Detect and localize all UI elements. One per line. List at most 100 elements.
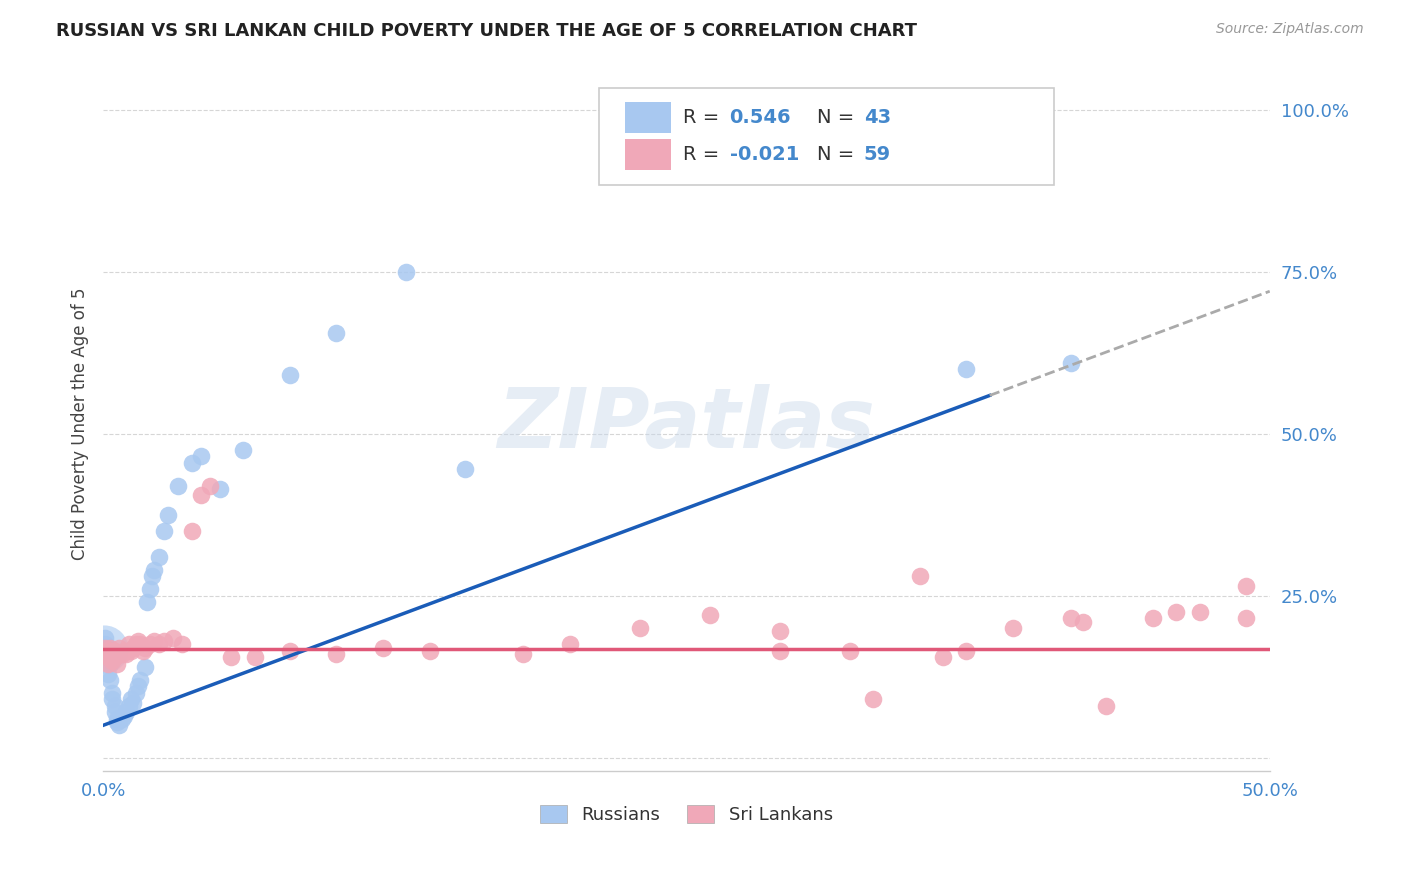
Point xyxy=(134,660,156,674)
Point xyxy=(139,637,162,651)
Point xyxy=(908,569,931,583)
Text: N =: N = xyxy=(817,108,860,128)
Point xyxy=(120,692,142,706)
Point xyxy=(134,640,156,655)
Point xyxy=(419,644,441,658)
Point xyxy=(94,631,117,645)
Point xyxy=(127,634,149,648)
Text: 59: 59 xyxy=(863,145,891,164)
Point xyxy=(97,650,120,665)
Point xyxy=(105,715,128,730)
Point xyxy=(232,442,254,457)
Point xyxy=(862,692,884,706)
FancyBboxPatch shape xyxy=(624,139,671,169)
Text: R =: R = xyxy=(683,108,725,128)
Point xyxy=(125,637,148,651)
Text: RUSSIAN VS SRI LANKAN CHILD POVERTY UNDER THE AGE OF 5 CORRELATION CHART: RUSSIAN VS SRI LANKAN CHILD POVERTY UNDE… xyxy=(56,22,917,40)
Point xyxy=(132,644,155,658)
Text: ZIPatlas: ZIPatlas xyxy=(498,384,876,465)
Point xyxy=(180,524,202,538)
Point xyxy=(97,657,120,671)
Point xyxy=(148,637,170,651)
Point xyxy=(143,563,166,577)
Point xyxy=(699,608,721,623)
Point xyxy=(1188,605,1211,619)
Point xyxy=(180,456,202,470)
Point xyxy=(97,654,120,668)
Point xyxy=(190,488,212,502)
Text: N =: N = xyxy=(817,145,860,164)
Point xyxy=(628,621,651,635)
Point xyxy=(141,569,163,583)
Point xyxy=(112,644,135,658)
Point xyxy=(558,637,581,651)
Point xyxy=(129,637,152,651)
Point xyxy=(1166,605,1188,619)
Point xyxy=(108,718,131,732)
Point xyxy=(1234,611,1257,625)
Point xyxy=(1060,355,1083,369)
Text: 43: 43 xyxy=(863,108,891,128)
Point xyxy=(152,524,174,538)
Point xyxy=(221,650,243,665)
Point xyxy=(120,644,142,658)
Point xyxy=(111,647,134,661)
Point xyxy=(512,647,534,661)
Point xyxy=(955,362,977,376)
Point xyxy=(148,549,170,564)
Point xyxy=(162,631,184,645)
Point xyxy=(955,644,977,658)
Point xyxy=(115,647,138,661)
Point xyxy=(769,624,792,639)
Point xyxy=(838,644,860,658)
Point xyxy=(101,692,124,706)
Point xyxy=(325,647,347,661)
Point xyxy=(157,508,180,522)
Point xyxy=(105,647,128,661)
Point xyxy=(122,640,145,655)
Point xyxy=(1234,579,1257,593)
Point xyxy=(101,654,124,668)
Point xyxy=(152,634,174,648)
FancyBboxPatch shape xyxy=(599,87,1054,185)
Y-axis label: Child Poverty Under the Age of 5: Child Poverty Under the Age of 5 xyxy=(72,288,89,560)
Point xyxy=(108,640,131,655)
Point xyxy=(94,640,117,655)
Point xyxy=(104,706,127,720)
Point xyxy=(200,478,222,492)
Point xyxy=(97,666,120,681)
Point xyxy=(94,650,117,665)
Point xyxy=(1060,611,1083,625)
Text: 0.546: 0.546 xyxy=(730,108,792,128)
Point xyxy=(136,595,159,609)
Point xyxy=(104,644,127,658)
Text: R =: R = xyxy=(683,145,725,164)
Text: Source: ZipAtlas.com: Source: ZipAtlas.com xyxy=(1216,22,1364,37)
Point xyxy=(1095,698,1118,713)
Legend: Russians, Sri Lankans: Russians, Sri Lankans xyxy=(540,805,832,824)
Point xyxy=(105,712,128,726)
Point xyxy=(325,326,347,341)
Point xyxy=(111,712,134,726)
Point xyxy=(98,657,121,671)
Point xyxy=(98,640,121,655)
Point xyxy=(139,582,162,597)
Point xyxy=(118,637,141,651)
Point xyxy=(208,482,231,496)
Point xyxy=(243,650,266,665)
Point xyxy=(454,462,477,476)
Point xyxy=(93,641,115,656)
Point xyxy=(371,640,394,655)
Point xyxy=(105,657,128,671)
Point xyxy=(94,647,117,661)
Point xyxy=(769,644,792,658)
Point xyxy=(98,647,121,661)
Point xyxy=(101,644,124,658)
Point xyxy=(118,698,141,713)
Point xyxy=(101,686,124,700)
Point xyxy=(395,265,418,279)
Point xyxy=(127,680,149,694)
Point xyxy=(1142,611,1164,625)
Point xyxy=(98,673,121,687)
Point xyxy=(94,637,117,651)
